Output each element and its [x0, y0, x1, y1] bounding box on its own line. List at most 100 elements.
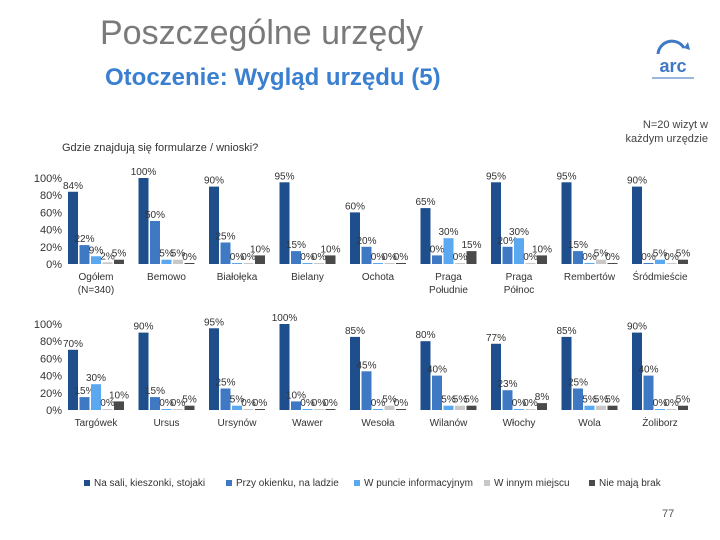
legend-swatch-2 — [226, 480, 232, 487]
legend-item-3: W puncie informacyjnym — [354, 478, 473, 489]
bar — [255, 255, 265, 264]
data-label: 30% — [509, 227, 529, 238]
bar — [350, 336, 360, 410]
data-label: 0% — [300, 398, 315, 409]
bar — [68, 191, 78, 264]
bar — [514, 409, 524, 410]
y-tick-label: 100% — [34, 173, 62, 185]
data-label: 0% — [641, 252, 656, 263]
data-label: 0% — [653, 398, 668, 409]
bar — [525, 409, 536, 410]
legend-label-2: Przy okienku, na ladzie — [236, 478, 339, 489]
bar — [573, 251, 583, 264]
data-label: 90% — [627, 176, 647, 187]
bar — [232, 263, 242, 264]
data-label: 95% — [486, 171, 506, 182]
category-label: Wola — [578, 418, 601, 429]
bar — [443, 405, 454, 410]
page-number: 77 — [662, 508, 675, 520]
category-label: Praga — [506, 272, 533, 283]
bar — [138, 332, 149, 410]
category-label: Rembertów — [564, 272, 616, 283]
bar — [561, 336, 572, 410]
bar — [396, 263, 406, 264]
data-label: 0% — [382, 252, 397, 263]
data-label: 70% — [63, 339, 83, 350]
data-label: 85% — [556, 326, 576, 337]
arc-logo: arc — [652, 39, 694, 79]
category-label: Ochota — [362, 272, 395, 283]
data-label: 84% — [63, 181, 83, 192]
data-label: 0% — [182, 252, 197, 263]
data-label: 0% — [312, 398, 327, 409]
bar — [632, 186, 642, 264]
bar — [420, 341, 431, 410]
data-label: 30% — [86, 373, 106, 384]
y-tick-label: 80% — [40, 336, 62, 348]
data-label: 15% — [286, 240, 306, 251]
bar — [279, 182, 290, 264]
data-label: 5% — [441, 395, 456, 406]
bar — [243, 263, 254, 264]
bar — [173, 259, 183, 264]
data-label: 0% — [523, 252, 538, 263]
bar — [91, 384, 101, 410]
bar — [325, 409, 336, 410]
data-label: 0% — [312, 252, 327, 263]
bar — [291, 251, 301, 264]
bar — [361, 246, 372, 264]
bar — [632, 332, 642, 410]
category-label: Południe — [429, 285, 468, 296]
bar — [373, 263, 383, 264]
data-label: 25% — [215, 378, 235, 389]
data-label: 5% — [453, 395, 468, 406]
bar — [525, 263, 536, 264]
legend-swatch-1 — [84, 480, 90, 487]
data-label: 5% — [605, 395, 620, 406]
data-label: 0% — [664, 252, 679, 263]
y-tick-label: 0% — [46, 405, 62, 417]
category-label: Ogółem — [78, 272, 113, 283]
data-label: 0% — [100, 398, 115, 409]
data-label: 0% — [171, 398, 186, 409]
data-label: 10% — [109, 390, 129, 401]
data-label: 0% — [512, 398, 527, 409]
bar — [161, 409, 172, 410]
category-label: Ursynów — [218, 418, 258, 429]
data-label: 95% — [204, 317, 224, 328]
bar — [432, 375, 442, 410]
bar — [455, 405, 465, 410]
data-label: 0% — [300, 252, 315, 263]
bar — [596, 405, 606, 410]
bar — [655, 259, 665, 264]
data-label: 0% — [394, 252, 409, 263]
data-label: 22% — [74, 234, 94, 245]
data-label: 65% — [415, 197, 435, 208]
bar — [68, 349, 78, 410]
data-label: 0% — [582, 252, 597, 263]
bar — [584, 405, 595, 410]
bar — [232, 405, 242, 410]
category-label: Włochy — [503, 418, 536, 429]
bar — [314, 263, 324, 264]
bar — [643, 375, 654, 410]
legend-item-4: W innym miejscu — [484, 478, 570, 489]
bar — [502, 246, 513, 264]
bar — [138, 178, 149, 264]
data-label: 0% — [253, 398, 268, 409]
data-label: 90% — [204, 176, 224, 187]
bar — [302, 263, 313, 264]
y-tick-label: 20% — [40, 242, 62, 254]
data-label: 5% — [676, 395, 691, 406]
data-label: 0% — [241, 252, 256, 263]
bar — [491, 182, 501, 264]
bar — [573, 388, 583, 410]
bar — [209, 328, 219, 410]
bar — [314, 409, 324, 410]
legend-label-3: W puncie informacyjnym — [364, 478, 473, 489]
data-label: 25% — [568, 378, 588, 389]
bar — [666, 263, 677, 264]
data-label: 50% — [145, 210, 165, 221]
data-label: 5% — [112, 249, 127, 260]
data-label: 25% — [215, 232, 235, 243]
